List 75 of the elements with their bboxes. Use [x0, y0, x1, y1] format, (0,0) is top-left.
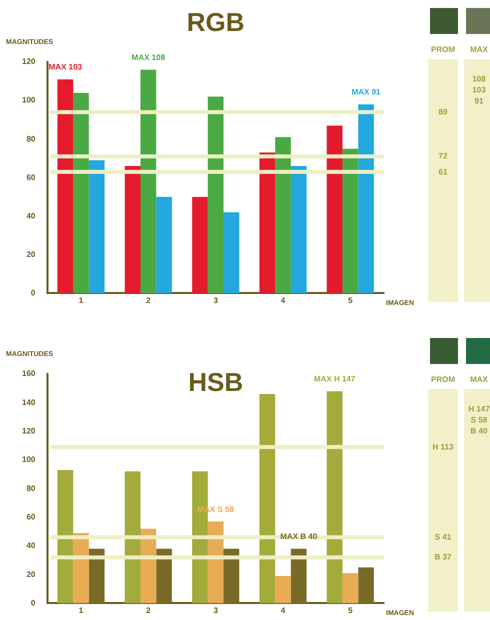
bar — [192, 196, 208, 294]
annotation: MAX B 40 — [280, 532, 318, 541]
bar — [224, 212, 240, 294]
x-tick-label: 2 — [146, 296, 152, 306]
y-tick-label: 80 — [26, 484, 36, 493]
bar — [208, 96, 224, 294]
chart-title: HSB — [188, 367, 244, 398]
y-tick-label: 120 — [22, 57, 36, 66]
bar — [275, 137, 291, 294]
bar — [342, 148, 358, 294]
annotation: MAX H 147 — [314, 374, 356, 384]
text: B 37 — [434, 552, 452, 562]
y-tick-label: 160 — [22, 369, 36, 378]
chart-title: RGB — [186, 7, 245, 38]
bar — [88, 548, 105, 604]
y-tick-label: 80 — [26, 134, 36, 144]
category-label: MAX — [469, 45, 489, 54]
text: H 147 — [467, 404, 490, 414]
text: S 58 — [470, 416, 488, 424]
bar — [156, 548, 172, 604]
x-tick-label: 5 — [348, 296, 354, 306]
x-tick-label: 1 — [78, 606, 84, 616]
bar — [140, 70, 156, 294]
y-tick-label: 20 — [26, 250, 36, 259]
bar — [326, 126, 342, 294]
x-tick-label: 3 — [213, 606, 218, 616]
text: 108 — [471, 74, 487, 84]
bar — [290, 548, 307, 604]
text: 72 — [438, 152, 448, 161]
annotation: MAX 103 — [48, 62, 83, 72]
y-tick-label: 100 — [22, 455, 36, 464]
annotation: MAX 108 — [132, 52, 166, 62]
bar — [88, 160, 105, 294]
bar — [57, 470, 74, 604]
y-tick-label: 60 — [26, 512, 36, 522]
text: 61 — [438, 167, 448, 176]
bar — [124, 166, 140, 294]
text: 91 — [474, 96, 484, 106]
category-label: PROM — [430, 45, 456, 54]
text: B 40 — [470, 426, 488, 436]
x-tick-label: 2 — [146, 606, 152, 616]
x-tick-label: 4 — [280, 296, 286, 306]
bar — [358, 104, 374, 294]
bar — [358, 567, 374, 604]
x-tick-label: 5 — [348, 606, 354, 616]
y-tick-label: 100 — [22, 96, 36, 105]
text: H 113 — [432, 442, 454, 452]
bar — [259, 394, 276, 604]
bar — [57, 79, 74, 294]
category-label: PROM — [430, 375, 456, 384]
text: S 41 — [434, 532, 452, 542]
annotation: MAX 91 — [352, 88, 382, 97]
y-tick-label: 120 — [22, 426, 36, 436]
x-tick-label: 4 — [280, 606, 286, 616]
bar — [290, 166, 307, 294]
bar — [224, 548, 240, 604]
x-tick-label: 3 — [213, 296, 218, 306]
x-tick-label: 1 — [78, 296, 84, 306]
category-label: MAX — [469, 375, 489, 384]
y-tick-label: 40 — [26, 541, 36, 550]
bar — [73, 92, 89, 294]
bar — [342, 573, 358, 604]
bar — [124, 471, 140, 604]
bar — [156, 196, 172, 294]
y-tick-label: 40 — [26, 211, 36, 220]
text: 103 — [471, 86, 487, 94]
y-tick-label: 0 — [30, 288, 36, 298]
text: 89 — [438, 108, 448, 117]
y-tick-label: 20 — [26, 570, 36, 579]
bar — [326, 391, 342, 604]
y-tick-label: 60 — [26, 172, 36, 182]
bar — [259, 152, 276, 294]
y-tick-label: 140 — [22, 398, 36, 407]
y-tick-label: 0 — [30, 598, 36, 608]
bar — [275, 576, 291, 604]
